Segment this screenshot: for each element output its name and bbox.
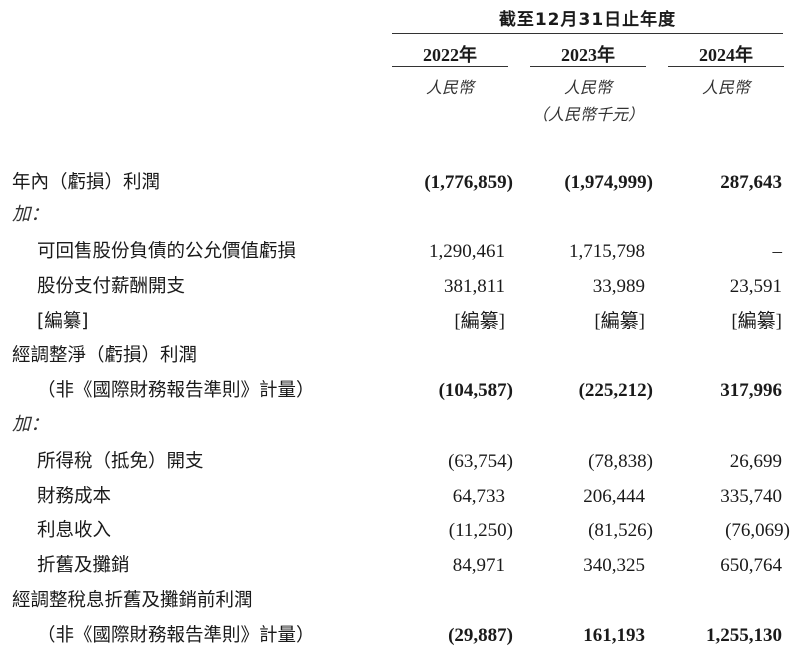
row-label: 所得稅（抵免）開支 [37,451,204,472]
table-row: 年內（虧損）利潤 (1,776,859) (1,974,999) 287,643 [0,168,800,198]
row-label-cell: 折舊及攤銷 [37,551,364,581]
value-2022: (11,250) [448,520,513,541]
row-label-cell: 所得稅（抵免）開支 [37,447,364,477]
value-2022: 1,290,461 [429,241,505,262]
value-2024: – [772,241,783,262]
row-label: 經調整稅息折舊及攤銷前利潤 [12,590,253,611]
row-label-cell: 利息收入 [37,516,364,546]
value-2024: 1,255,130 [706,625,782,646]
value-2022: 381,811 [443,276,505,297]
dot-leader [117,482,364,512]
row-label-cell: 股份支付薪酬開支 [37,272,364,302]
row-label: 利息收入 [37,520,112,541]
row-label-cell: 加： [12,200,364,230]
table-row: 經調整淨（虧損）利潤 [0,341,800,371]
table-row: 股份支付薪酬開支 381,811 33,989 23,591 [0,272,800,302]
row-label: 折舊及攤銷 [37,555,130,576]
value-2023: (81,526) [588,520,653,541]
table-row: [編纂] [編纂] [編纂] [編纂] [0,307,800,337]
divider [668,66,784,67]
dot-leader [135,551,364,581]
row-label: [編纂] [37,311,89,332]
value-2024: 26,699 [729,451,782,472]
value-2023: 206,444 [583,486,645,507]
value-2024: 317,996 [720,380,782,401]
value-2023: (78,838) [588,451,653,472]
value-2024: [編纂] [731,311,782,332]
value-2023: (225,212) [578,380,653,401]
row-label-cell: 財務成本 [37,482,364,512]
divider [392,33,783,34]
row-label: 年內（虧損）利潤 [12,172,161,193]
currency-label: 人民幣 [701,78,750,97]
dot-leader [320,376,364,406]
table-row: （非《國際財務報告準則》計量） (29,887) 161,193 1,255,130 [0,621,800,651]
row-label: 加： [12,204,50,225]
row-label: （非《國際財務報告準則》計量） [37,625,315,646]
value-2022: (29,887) [448,625,513,646]
row-label-cell: 年內（虧損）利潤 [12,168,364,198]
value-2022: (63,754) [448,451,513,472]
value-2023: 340,325 [583,555,645,576]
divider [530,66,646,67]
value-2022: 64,733 [452,486,505,507]
dot-leader [209,447,364,477]
value-2022: (1,776,859) [424,172,513,193]
currency-label: 人民幣 [425,78,474,97]
table-row: 加： [0,410,800,440]
dot-leader [166,168,364,198]
value-2024: 650,764 [720,555,782,576]
row-label-cell: 經調整稅息折舊及攤銷前利潤 [12,586,364,616]
value-2023: (1,974,999) [564,172,653,193]
value-2024: 335,740 [720,486,782,507]
row-label-cell: （非《國際財務報告準則》計量） [37,376,364,406]
row-label: 經調整淨（虧損）利潤 [12,345,198,366]
value-2023: 161,193 [583,625,645,646]
value-2022: 84,971 [452,555,505,576]
row-label: 加： [12,414,50,435]
year-2022: 2022年 [423,45,477,65]
row-label-cell: [編纂] [37,307,364,337]
period-header: 截至12月31日止年度 [498,10,677,30]
value-2023: [編纂] [594,311,645,332]
table-row: 可回售股份負債的公允價值虧損 1,290,461 1,715,798 – [0,237,800,267]
value-2024: 23,591 [729,276,782,297]
value-2022: [編纂] [454,311,505,332]
dot-leader [302,237,364,267]
value-2024: 287,643 [720,172,782,193]
row-label: 可回售股份負債的公允價值虧損 [37,241,297,262]
currency-label: 人民幣 [563,78,612,97]
table-row: 折舊及攤銷 84,971 340,325 650,764 [0,551,800,581]
row-label-cell: （非《國際財務報告準則》計量） [37,621,364,651]
table-row: 利息收入 (11,250) (81,526) (76,069) [0,516,800,546]
value-2024: (76,069) [725,520,790,541]
unit-label: （人民幣千元） [531,105,644,124]
dot-leader [320,621,364,651]
dot-leader [117,516,364,546]
year-2023: 2023年 [561,45,615,65]
row-label-cell: 可回售股份負債的公允價值虧損 [37,237,364,267]
row-label: 股份支付薪酬開支 [37,276,186,297]
divider [392,66,508,67]
row-label: 財務成本 [37,486,112,507]
dot-leader [94,307,364,337]
row-label: （非《國際財務報告準則》計量） [37,380,315,401]
row-label-cell: 經調整淨（虧損）利潤 [12,341,364,371]
table-row: 所得稅（抵免）開支 (63,754) (78,838) 26,699 [0,447,800,477]
row-label-cell: 加： [12,410,364,440]
value-2023: 33,989 [592,276,645,297]
value-2022: (104,587) [438,380,513,401]
value-2023: 1,715,798 [569,241,645,262]
table-row: 經調整稅息折舊及攤銷前利潤 [0,586,800,616]
table-row: 加： [0,200,800,230]
dot-leader [191,272,364,302]
table-row: 財務成本 64,733 206,444 335,740 [0,482,800,512]
table-row: （非《國際財務報告準則》計量） (104,587) (225,212) 317,99… [0,376,800,406]
year-2024: 2024年 [699,45,753,65]
